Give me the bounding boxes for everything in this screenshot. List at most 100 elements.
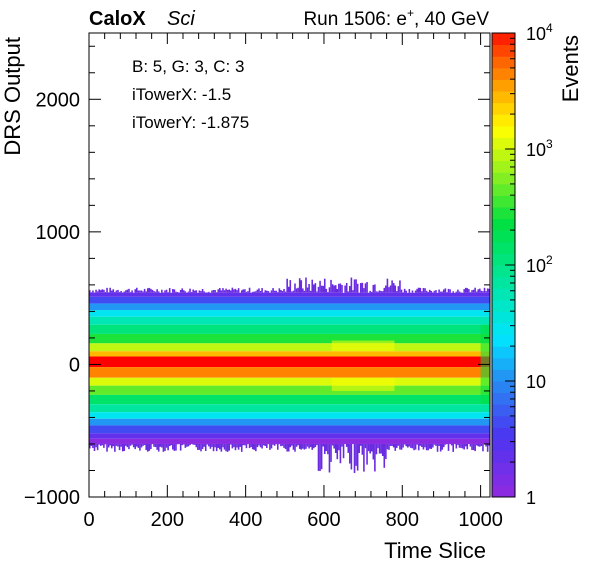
noise-bin-bottom (433, 443, 436, 445)
noise-bin-top (364, 283, 367, 293)
noise-bin-bottom (281, 443, 284, 446)
colorbar-tick-label: 104 (526, 21, 553, 44)
noise-bin-bottom (156, 443, 158, 450)
colorbar-step (492, 67, 515, 80)
noise-bin-top (297, 287, 299, 293)
noise-bin-bottom (150, 443, 152, 450)
noise-bin-bottom (342, 443, 345, 459)
noise-bin-bottom (154, 443, 157, 448)
noise-bin-top (110, 290, 113, 293)
colorbar-step (492, 265, 515, 278)
noise-bin-bottom (90, 443, 93, 446)
noise-bin-bottom (383, 443, 386, 468)
noise-bin-bottom (258, 443, 260, 446)
noise-bin-bottom (294, 443, 296, 452)
colorbar-tick-label: 103 (526, 137, 553, 160)
noise-bin-bottom (273, 443, 276, 446)
noise-bin-bottom (239, 443, 241, 447)
noise-bin-top (294, 283, 296, 293)
noise-bin-bottom (272, 443, 274, 445)
noise-bin-top (168, 288, 171, 293)
colorbar-step (492, 137, 515, 150)
noise-bin-top (247, 291, 249, 293)
noise-bin-top (175, 291, 177, 293)
noise-bin-top (378, 290, 381, 293)
noise-bin-bottom (212, 443, 215, 452)
noise-bin-top (289, 280, 292, 293)
colorbar-tick-label: 10 (526, 372, 546, 392)
noise-bin-bottom (400, 443, 403, 450)
noise-bin-bottom (482, 443, 484, 452)
noise-bin-top (322, 285, 324, 293)
noise-bin-bottom (153, 443, 155, 447)
noise-bin-top (223, 290, 226, 293)
noise-bin-bottom (416, 443, 418, 445)
noise-bin-top (129, 292, 132, 293)
noise-bin-top (148, 287, 151, 293)
noise-bin-bottom (242, 443, 245, 446)
noise-bin-bottom (366, 443, 368, 465)
noise-bin-bottom (428, 443, 431, 449)
noise-bin-bottom (475, 443, 478, 446)
colorbar-step (492, 439, 515, 452)
colorbar-step (492, 149, 515, 162)
noise-bin-top (187, 291, 190, 293)
noise-bin-top (488, 288, 491, 293)
noise-bin-bottom (204, 443, 207, 451)
noise-bin-top (483, 287, 486, 293)
noise-bin-bottom (198, 443, 201, 450)
noise-bin-top (193, 290, 196, 293)
noise-bin-top (135, 287, 138, 293)
noise-bin-bottom (139, 443, 141, 451)
noise-bin-top (89, 290, 91, 293)
noise-bin-top (182, 290, 185, 293)
colorbar-step (492, 183, 515, 196)
noise-bin-top (380, 291, 382, 293)
noise-bin-bottom (148, 443, 151, 451)
noise-bin-top (165, 289, 168, 293)
noise-bin-bottom (115, 443, 118, 446)
noise-bin-bottom (229, 443, 232, 445)
noise-bin-top (231, 287, 234, 293)
noise-bin-top (211, 290, 213, 293)
noise-bin-top (370, 291, 373, 293)
noise-bin-bottom (341, 443, 343, 447)
noise-bin-bottom (168, 443, 171, 447)
noise-bin-bottom (162, 443, 165, 452)
heatmap-band-8 (89, 394, 490, 405)
noise-bin-bottom (250, 443, 252, 448)
noise-bin-bottom (120, 443, 122, 447)
noise-bin-top (153, 291, 155, 293)
noise-bin-top (311, 279, 314, 293)
noise-bin-top (244, 289, 246, 293)
noise-bin-bottom (406, 443, 409, 448)
noise-bin-bottom (410, 443, 412, 448)
noise-bin-top (101, 289, 104, 293)
colorbar-tick-label: 1 (526, 488, 536, 508)
noise-bin-bottom (305, 443, 307, 449)
colorbar-step (492, 299, 515, 312)
noise-bin-bottom (189, 443, 191, 446)
noise-bin-top (333, 285, 335, 293)
noise-bin-top (344, 285, 346, 293)
noise-bin-top (283, 288, 285, 293)
noise-bin-bottom (89, 443, 91, 449)
noise-bin-top (463, 289, 465, 293)
noise-bin-top (480, 290, 483, 293)
noise-bin-bottom (222, 443, 224, 448)
noise-bin-top (339, 283, 342, 293)
noise-bin-bottom (223, 443, 226, 450)
noise-bin-bottom (338, 443, 340, 451)
noise-bin-top (427, 291, 429, 293)
noise-bin-bottom (170, 443, 173, 446)
noise-bin-top (276, 292, 279, 293)
noise-bin-top (327, 292, 329, 293)
noise-bin-top (468, 289, 470, 293)
noise-bin-top (363, 288, 365, 293)
colorbar-step (492, 276, 515, 289)
noise-bin-top (145, 291, 147, 293)
noise-bin-top (308, 283, 310, 293)
noise-bin-top (154, 291, 157, 293)
noise-bin-bottom (261, 443, 263, 449)
